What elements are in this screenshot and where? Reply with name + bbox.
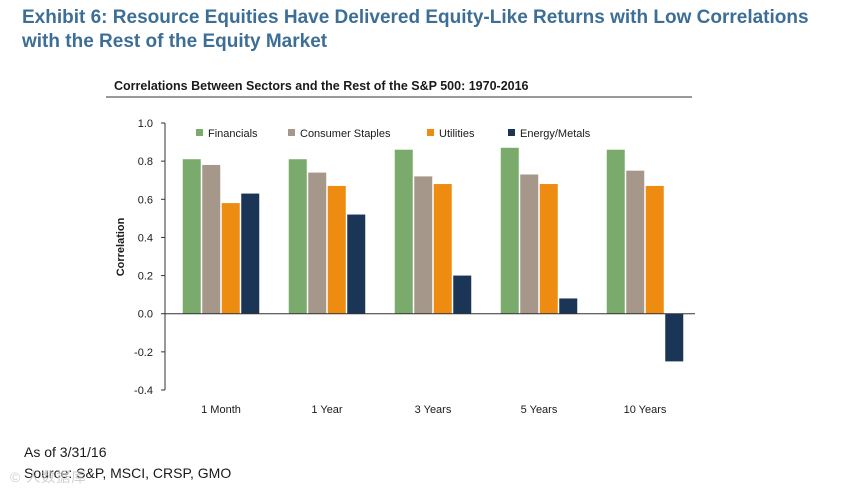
bar-consumer-staples-5-years	[520, 174, 539, 314]
bar-financials-1-month	[182, 159, 201, 314]
bar-utilities-1-year	[327, 185, 346, 314]
legend-swatch	[288, 129, 295, 136]
exhibit-title-line-1: Exhibit 6: Resource Equities Have Delive…	[22, 7, 809, 28]
legend-swatch	[508, 129, 515, 136]
legend-label: Financials	[208, 128, 258, 140]
bar-utilities-3-years	[433, 184, 452, 314]
x-category-label: 1 Month	[201, 404, 241, 416]
y-tick-label: 1.0	[138, 118, 153, 130]
bar-financials-3-years	[394, 149, 413, 314]
bar-utilities-5-years	[539, 184, 558, 314]
bar-consumer-staples-3-years	[414, 176, 433, 314]
chart-title: Correlations Between Sectors and the Res…	[114, 79, 529, 93]
watermark: © 人数据库	[10, 469, 87, 485]
legend-label: Consumer Staples	[300, 128, 391, 140]
bar-financials-10-years	[606, 149, 625, 314]
x-category-label: 3 Years	[415, 404, 452, 416]
legend-label: Utilities	[439, 128, 475, 140]
bar-energy-metals-10-years	[665, 313, 684, 362]
y-tick-label: 0.2	[138, 271, 153, 283]
exhibit-title-line-2: with the Rest of the Equity Market	[22, 31, 328, 52]
bar-utilities-10-years	[645, 185, 664, 314]
y-tick-label: 0.6	[138, 194, 153, 206]
bar-energy-metals-1-year	[347, 214, 366, 314]
y-tick-label: -0.2	[134, 347, 153, 359]
bar-consumer-staples-1-month	[202, 164, 221, 314]
x-category-label: 10 Years	[624, 404, 667, 416]
bar-energy-metals-5-years	[559, 298, 578, 314]
legend-label: Energy/Metals	[520, 128, 591, 140]
y-axis-label: Correlation	[115, 217, 127, 276]
bar-energy-metals-3-years	[453, 275, 472, 314]
legend-swatch	[196, 129, 203, 136]
source-note: Source: S&P, MSCI, CRSP, GMO	[24, 465, 232, 481]
bar-consumer-staples-10-years	[626, 170, 645, 314]
plot-area: 1.0 0.8 0.6 0.4 0.2 0.0 -0.2 -0.4 Correlation 1 M…	[115, 118, 695, 416]
bar-utilities-1-month	[221, 203, 240, 314]
legend-swatch	[427, 129, 434, 136]
y-tick-label: 0.0	[138, 309, 153, 321]
x-category-label: 5 Years	[521, 404, 558, 416]
as-of-date: As of 3/31/16	[24, 444, 107, 460]
bar-financials-5-years	[500, 147, 519, 314]
exhibit-title: Exhibit 6: Resource Equities Have Delive…	[22, 6, 832, 54]
y-tick-label: -0.4	[134, 385, 153, 397]
bar-financials-1-year	[288, 159, 307, 314]
bar-consumer-staples-1-year	[308, 172, 327, 314]
y-tick-label: 0.4	[138, 232, 153, 244]
y-tick-label: 0.8	[138, 156, 153, 168]
x-category-label: 1 Year	[311, 404, 343, 416]
bar-energy-metals-1-month	[241, 193, 260, 314]
